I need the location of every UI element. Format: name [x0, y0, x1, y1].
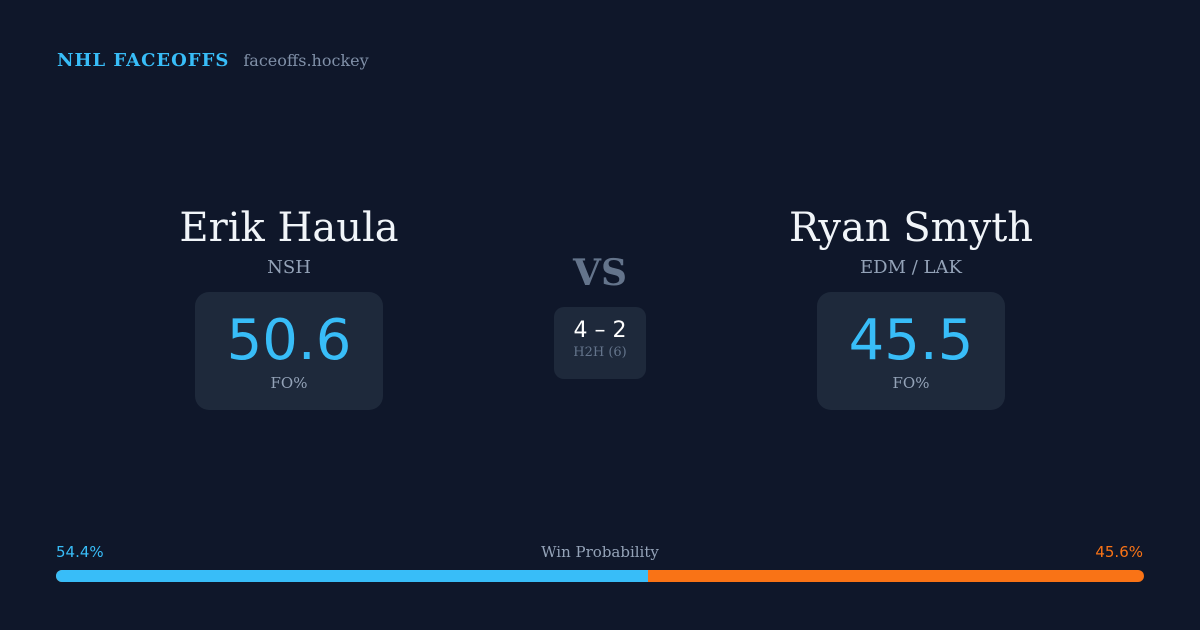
brand-domain: faceoffs.hockey	[243, 51, 369, 70]
left-win-pct: 54.4%	[56, 543, 104, 561]
player-name: Erik Haula	[179, 205, 399, 251]
h2h-box: 4 – 2 H2H (6)	[554, 307, 646, 379]
right-win-pct: 45.6%	[1095, 543, 1143, 561]
fo-value: 45.5	[848, 308, 974, 373]
h2h-label: H2H (6)	[573, 345, 627, 360]
h2h-score: 4 – 2	[573, 318, 627, 343]
win-probability-bar	[56, 570, 1144, 582]
right-player: Ryan Smyth EDM / LAK 45.5 FO%	[711, 205, 1111, 410]
vs-label: VS	[573, 252, 627, 294]
fo-stat-box: 45.5 FO%	[816, 292, 1006, 410]
left-win-fill	[56, 570, 648, 582]
player-name: Ryan Smyth	[788, 205, 1034, 251]
left-player: Erik Haula NSH 50.6 FO%	[89, 205, 489, 410]
win-probability-label: Win Probability	[541, 543, 659, 561]
fo-label: FO%	[270, 374, 308, 392]
brand: NHL FACEOFFS faceoffs.hockey	[57, 50, 369, 71]
player-team: EDM / LAK	[860, 257, 962, 278]
fo-stat-box: 50.6 FO%	[194, 292, 384, 410]
brand-title: NHL FACEOFFS	[57, 50, 230, 71]
fo-value: 50.6	[226, 308, 352, 373]
fo-label: FO%	[892, 374, 930, 392]
player-team: NSH	[267, 257, 311, 278]
